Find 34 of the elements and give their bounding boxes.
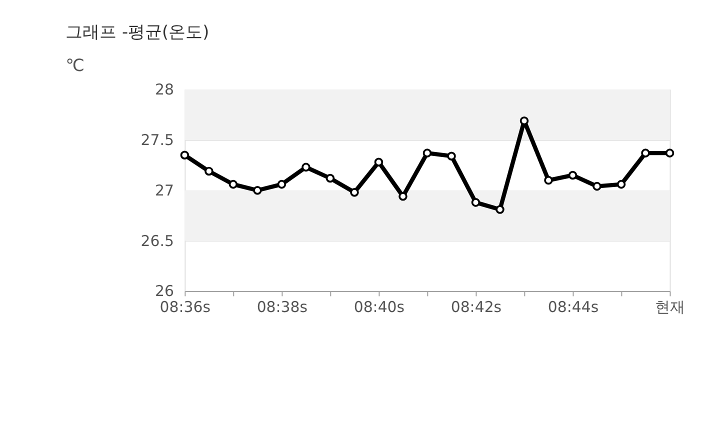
- point: [228, 180, 238, 189]
- point: [253, 186, 262, 195]
- x-tick-label: 08:42s: [450, 298, 502, 316]
- point: [326, 174, 335, 183]
- point: [592, 182, 602, 191]
- point: [568, 170, 578, 180]
- y-tick-label: 26.5: [140, 232, 174, 250]
- y-tick-label: 28: [155, 80, 174, 99]
- point: [496, 205, 504, 214]
- point: [616, 180, 626, 189]
- y-tick-label: 27: [155, 181, 174, 200]
- x-tick-label: 08:44s: [548, 298, 599, 316]
- x-tick-label: 현재: [655, 298, 686, 316]
- chart-title: 그래프 -평균(온도): [66, 21, 210, 42]
- point: [277, 180, 286, 189]
- point: [398, 192, 408, 201]
- point: [302, 162, 310, 172]
- point: [374, 158, 384, 167]
- y-axis-title: ℃: [66, 54, 85, 75]
- point: [520, 116, 529, 126]
- point: [471, 198, 480, 207]
- point: [544, 176, 553, 185]
- point: [447, 152, 456, 160]
- x-tick-label: 08:40s: [354, 298, 405, 316]
- x-tick-label: 08:38s: [256, 298, 308, 316]
- point: [204, 166, 214, 176]
- y-tick-label: 26: [155, 282, 174, 300]
- point: [422, 148, 432, 158]
- point: [180, 150, 190, 160]
- point: [641, 148, 650, 158]
- point: [665, 148, 674, 158]
- x-tick-label: 08:36s: [160, 298, 211, 316]
- y-tick-label: 27.5: [140, 131, 174, 150]
- point: [350, 188, 359, 197]
